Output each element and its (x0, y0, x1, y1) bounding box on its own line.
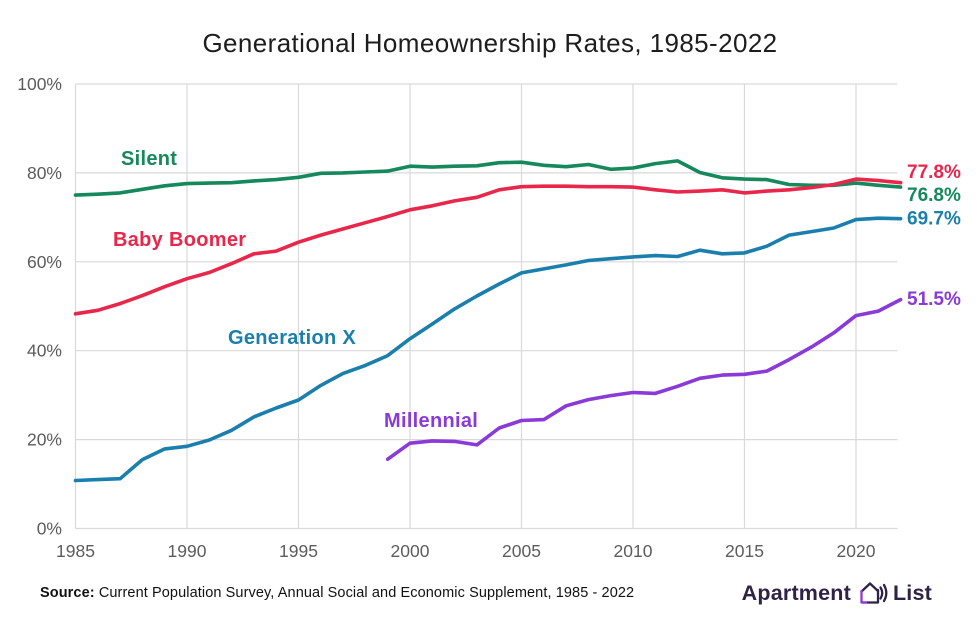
x-tick-label-1990: 1990 (168, 541, 207, 561)
source-label: Source: (40, 585, 95, 601)
end-value-label-silent: 76.8% (907, 185, 961, 206)
y-tick-label-20: 20% (27, 430, 62, 450)
x-tick-label-2005: 2005 (502, 541, 541, 561)
series-line-baby-boomer (73, 177, 903, 316)
y-tick-label-0: 0% (37, 519, 62, 539)
x-tick-label-1985: 1985 (56, 541, 95, 561)
y-tick-label-60: 60% (27, 252, 62, 272)
house-icon (860, 582, 888, 604)
source-text: Current Population Survey, Annual Social… (94, 585, 635, 601)
x-tick-label-1995: 1995 (279, 541, 318, 561)
series-label-silent: Silent (121, 148, 177, 170)
chart-title: Generational Homeownership Rates, 1985-2… (202, 28, 778, 58)
x-tick-label-2020: 2020 (837, 541, 876, 561)
series-line-generation-x (73, 216, 903, 483)
x-tick-label-2000: 2000 (391, 541, 430, 561)
logo-word-apartment: Apartment (741, 580, 851, 605)
series-label-baby-boomer: Baby Boomer (113, 229, 246, 251)
end-value-label-millennial: 51.5% (907, 289, 961, 310)
y-tick-label-40: 40% (27, 341, 62, 361)
series-line-millennial (385, 297, 903, 462)
end-value-label-baby-boomer: 77.8% (907, 162, 961, 183)
y-tick-label-80: 80% (27, 163, 62, 183)
logo-word-list: List (892, 580, 932, 605)
y-tick-label-100: 100% (17, 74, 62, 94)
series-line-silent (73, 159, 903, 197)
source-note: Source: Current Population Survey, Annua… (40, 585, 634, 601)
x-tick-label-2010: 2010 (614, 541, 653, 561)
series-label-generation-x: Generation X (228, 327, 356, 349)
apartment-list-logo: Apartment List (742, 578, 932, 608)
x-tick-label-2015: 2015 (725, 541, 764, 561)
series-label-millennial: Millennial (384, 410, 478, 432)
end-value-label-generation-x: 69.7% (907, 209, 961, 230)
